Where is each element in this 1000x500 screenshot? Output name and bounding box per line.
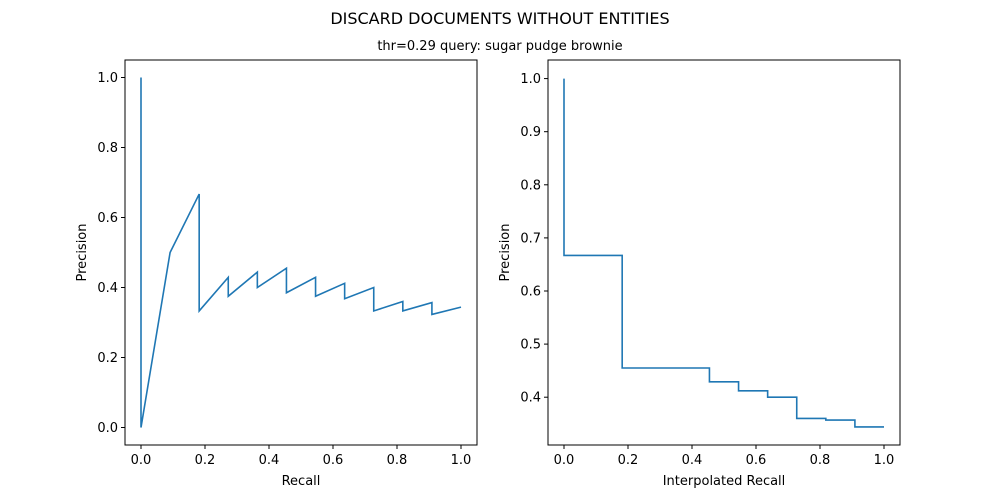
plot-frame xyxy=(547,59,901,446)
y-axis-label: Precision xyxy=(498,223,513,281)
y-tick-label: 0.4 xyxy=(520,391,541,406)
figure-subtitle: thr=0.29 query: sugar pudge brownie xyxy=(377,39,622,54)
y-tick-label: 0.7 xyxy=(520,231,541,246)
y-tick-label: 0.9 xyxy=(520,125,541,140)
x-axis-label: Recall xyxy=(282,474,321,489)
x-tick-label: 0.4 xyxy=(259,453,280,468)
y-tick-label: 0.2 xyxy=(97,351,118,366)
x-tick-label: 0.4 xyxy=(682,453,703,468)
y-tick-label: 1.0 xyxy=(520,72,541,87)
y-tick-label: 0.8 xyxy=(97,141,118,156)
interpolated-precision-recall-chart: 0.0 0.2 0.4 0.6 0.8 1.0 0.4 0.5 0.6 0.7 0.8 0.9 1.0… xyxy=(498,59,901,489)
x-tick-label: 0.2 xyxy=(195,453,216,468)
y-axis-label: Precision xyxy=(75,223,90,281)
x-tick-label: 0.6 xyxy=(746,453,767,468)
y-tick-label: 0.0 xyxy=(97,421,118,436)
y-tick-label: 0.6 xyxy=(97,211,118,226)
x-ticks: 0.0 0.2 0.4 0.6 0.8 1.0 xyxy=(554,445,895,468)
y-tick-label: 0.8 xyxy=(520,178,541,193)
x-tick-label: 0.6 xyxy=(323,453,344,468)
y-tick-label: 0.5 xyxy=(520,338,541,353)
x-tick-label: 1.0 xyxy=(874,453,895,468)
y-ticks: 0.4 0.5 0.6 0.7 0.8 0.9 1.0 xyxy=(520,72,548,406)
y-tick-label: 0.6 xyxy=(520,285,541,300)
x-tick-label: 0.8 xyxy=(810,453,831,468)
x-tick-label: 0.0 xyxy=(554,453,575,468)
x-tick-label: 1.0 xyxy=(451,453,472,468)
precision-recall-chart: 0.0 0.2 0.4 0.6 0.8 1.0 0.0 0.2 0.4 0.6 0.8 1.0 Re… xyxy=(75,59,478,489)
y-ticks: 0.0 0.2 0.4 0.6 0.8 1.0 xyxy=(97,71,125,436)
x-ticks: 0.0 0.2 0.4 0.6 0.8 1.0 xyxy=(131,445,472,468)
x-tick-label: 0.2 xyxy=(618,453,639,468)
x-tick-label: 0.0 xyxy=(131,453,152,468)
figure-title: DISCARD DOCUMENTS WITHOUT ENTITIES xyxy=(330,9,669,28)
y-tick-label: 1.0 xyxy=(97,71,118,86)
x-axis-label: Interpolated Recall xyxy=(663,474,786,489)
series-line xyxy=(140,77,462,428)
x-tick-label: 0.8 xyxy=(387,453,408,468)
series-line xyxy=(563,78,884,428)
plot-frame xyxy=(124,59,478,446)
y-tick-label: 0.4 xyxy=(97,281,118,296)
